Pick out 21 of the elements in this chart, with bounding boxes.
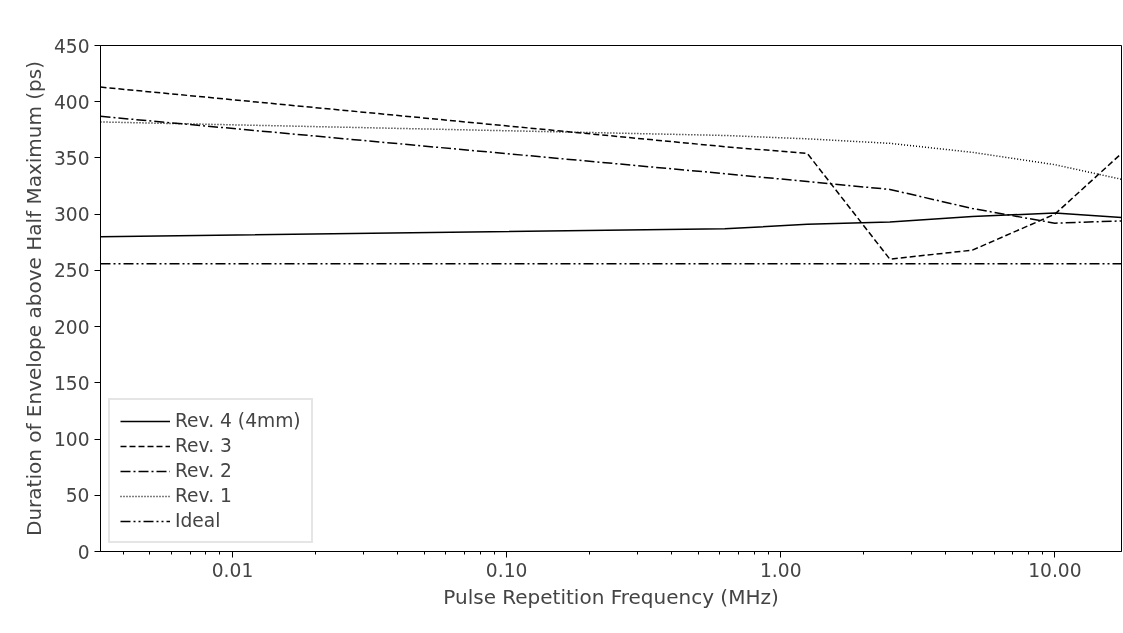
y-tick-label: 150 bbox=[53, 372, 90, 394]
legend-label: Rev. 3 bbox=[175, 435, 232, 456]
y-tick-label: 400 bbox=[53, 91, 90, 113]
y-tick-label: 0 bbox=[77, 541, 90, 563]
legend-label: Rev. 1 bbox=[175, 485, 232, 506]
x-tick-label: 1.00 bbox=[759, 559, 802, 581]
y-tick-label: 450 bbox=[53, 35, 90, 57]
legend-label: Rev. 2 bbox=[175, 460, 232, 481]
y-tick-label: 250 bbox=[53, 260, 90, 282]
y-axis-title: Duration of Envelope above Half Maximum (ps) bbox=[21, 60, 46, 537]
y-tick-label: 200 bbox=[53, 316, 90, 338]
y-tick-label: 350 bbox=[53, 147, 90, 169]
x-axis-title: Pulse Repetition Frequency (MHz) bbox=[443, 584, 779, 609]
y-tick-label: 100 bbox=[53, 429, 90, 451]
legend-label: Rev. 4 (4mm) bbox=[175, 410, 301, 431]
x-tick-label: 10.00 bbox=[1028, 559, 1082, 581]
y-tick-label: 50 bbox=[65, 485, 90, 507]
x-tick-label: 0.10 bbox=[485, 559, 528, 581]
legend-label: Ideal bbox=[175, 510, 221, 531]
x-tick-label: 0.01 bbox=[211, 559, 254, 581]
y-tick-label: 300 bbox=[53, 204, 90, 226]
